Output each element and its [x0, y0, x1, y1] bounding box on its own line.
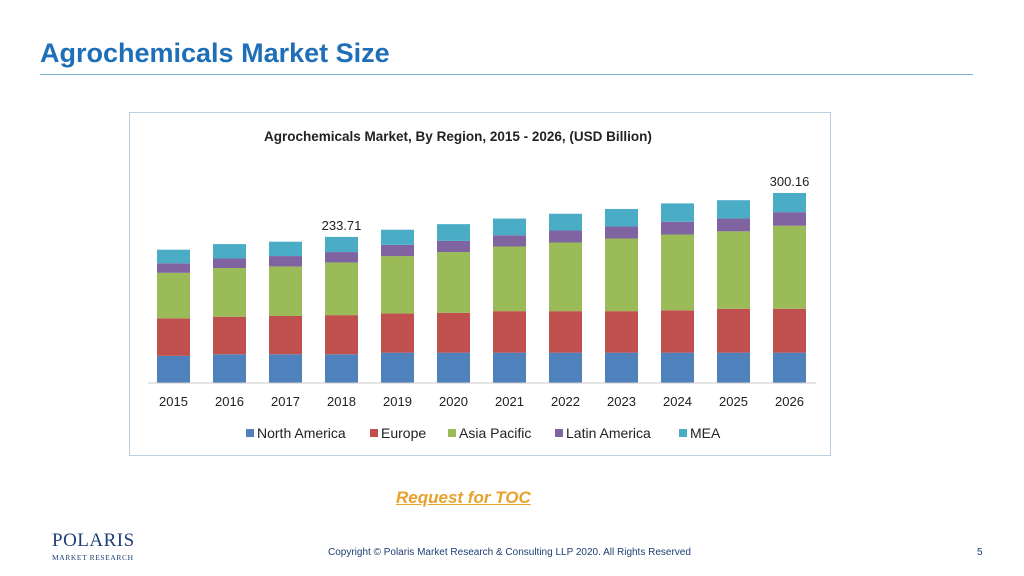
copyright-text: Copyright © Polaris Market Research & Co… [328, 547, 691, 558]
bar-segment-asia-pacific-2017 [269, 266, 302, 316]
legend-label-north-america: North America [257, 425, 346, 441]
x-tick-label: 2018 [327, 394, 356, 409]
bar-segment-mea-2022 [549, 213, 582, 231]
data-label-2026: 300.16 [770, 174, 810, 189]
bar-segment-asia-pacific-2018 [325, 262, 358, 316]
bar-segment-mea-2015 [157, 249, 190, 264]
bar-segment-latin-america-2020 [437, 240, 470, 253]
bar-segment-asia-pacific-2015 [157, 272, 190, 319]
legend-label-latin-america: Latin America [566, 425, 651, 441]
bar-segment-asia-pacific-2020 [437, 252, 470, 313]
bar-segment-europe-2016 [213, 316, 246, 355]
bar-segment-mea-2017 [269, 241, 302, 257]
bar-segment-europe-2018 [325, 315, 358, 355]
x-tick-label: 2026 [775, 394, 804, 409]
bar-segment-europe-2020 [437, 312, 470, 353]
bar-segment-asia-pacific-2016 [213, 268, 246, 317]
legend-swatch-north-america [246, 429, 254, 437]
bar-segment-latin-america-2016 [213, 258, 246, 269]
bar-segment-latin-america-2018 [325, 252, 358, 263]
bar-segment-europe-2022 [549, 311, 582, 353]
bar-segment-europe-2017 [269, 315, 302, 355]
x-tick-label: 2025 [719, 394, 748, 409]
bar-segment-asia-pacific-2025 [717, 231, 750, 309]
bar-segment-latin-america-2023 [605, 226, 638, 239]
data-label-2018: 233.71 [322, 218, 362, 233]
bar-segment-asia-pacific-2024 [661, 234, 694, 311]
bar-segment-mea-2025 [717, 200, 750, 219]
slide-title: Agrochemicals Market Size [40, 38, 390, 68]
bar-segment-mea-2024 [661, 203, 694, 222]
x-tick-label: 2020 [439, 394, 468, 409]
x-tick-label: 2021 [495, 394, 524, 409]
bar-segment-mea-2018 [325, 236, 358, 253]
x-tick-label: 2022 [551, 394, 580, 409]
bar-segment-north-america-2025 [717, 352, 750, 383]
bar-segment-north-america-2017 [269, 354, 302, 383]
bar-segment-north-america-2016 [213, 354, 246, 383]
bar-segment-north-america-2024 [661, 352, 694, 383]
bar-segment-north-america-2026 [773, 352, 806, 383]
bar-segment-asia-pacific-2026 [773, 225, 806, 309]
bar-segment-asia-pacific-2019 [381, 256, 414, 314]
bar-segment-europe-2019 [381, 313, 414, 353]
stacked-bar-chart: Agrochemicals Market, By Region, 2015 - … [148, 129, 816, 441]
x-tick-label: 2023 [607, 394, 636, 409]
bar-segment-asia-pacific-2023 [605, 238, 638, 312]
bar-segment-europe-2024 [661, 310, 694, 353]
page-number: 5 [977, 547, 983, 558]
logo-name: POLARIS [52, 530, 135, 551]
bar-segment-north-america-2022 [549, 352, 582, 383]
bar-segment-latin-america-2024 [661, 221, 694, 235]
bar-segment-europe-2026 [773, 308, 806, 353]
bar-segment-asia-pacific-2021 [493, 246, 526, 312]
chart-title: Agrochemicals Market, By Region, 2015 - … [264, 129, 652, 144]
bar-segment-mea-2016 [213, 244, 246, 259]
bar-segment-europe-2021 [493, 311, 526, 353]
bar-segment-latin-america-2026 [773, 212, 806, 226]
bar-segment-north-america-2019 [381, 352, 414, 383]
bar-segment-north-america-2015 [157, 355, 190, 383]
legend-swatch-mea [679, 429, 687, 437]
bar-segment-latin-america-2019 [381, 244, 414, 257]
title-divider [40, 74, 973, 75]
logo-subtitle: MARKET RESEARCH [52, 553, 134, 562]
bar-segment-europe-2015 [157, 318, 190, 356]
chart-frame: Agrochemicals Market, By Region, 2015 - … [129, 112, 831, 456]
bar-segment-north-america-2020 [437, 352, 470, 383]
bar-segment-europe-2025 [717, 308, 750, 353]
bar-segment-europe-2023 [605, 311, 638, 353]
legend-label-asia-pacific: Asia Pacific [459, 425, 531, 441]
bar-segment-mea-2021 [493, 218, 526, 236]
bar-segment-mea-2019 [381, 229, 414, 245]
bar-segment-latin-america-2015 [157, 263, 190, 273]
legend-swatch-asia-pacific [448, 429, 456, 437]
bar-segment-asia-pacific-2022 [549, 242, 582, 312]
bar-segment-latin-america-2022 [549, 230, 582, 243]
bar-segment-mea-2020 [437, 224, 470, 241]
bar-segment-north-america-2023 [605, 352, 638, 383]
bar-segment-north-america-2018 [325, 354, 358, 383]
bar-segment-latin-america-2025 [717, 218, 750, 232]
x-tick-label: 2017 [271, 394, 300, 409]
x-tick-label: 2019 [383, 394, 412, 409]
request-toc-link[interactable]: Request for TOC [396, 488, 531, 507]
legend-swatch-latin-america [555, 429, 563, 437]
bar-segment-latin-america-2017 [269, 256, 302, 267]
x-tick-label: 2016 [215, 394, 244, 409]
polaris-logo: POLARIS MARKET RESEARCH [52, 530, 135, 564]
bar-segment-mea-2023 [605, 208, 638, 227]
x-tick-label: 2024 [663, 394, 692, 409]
bar-segment-latin-america-2021 [493, 235, 526, 247]
legend-label-europe: Europe [381, 425, 426, 441]
legend-label-mea: MEA [690, 425, 721, 441]
bar-segment-mea-2026 [773, 193, 806, 213]
x-tick-label: 2015 [159, 394, 188, 409]
bar-segment-north-america-2021 [493, 352, 526, 383]
legend-swatch-europe [370, 429, 378, 437]
